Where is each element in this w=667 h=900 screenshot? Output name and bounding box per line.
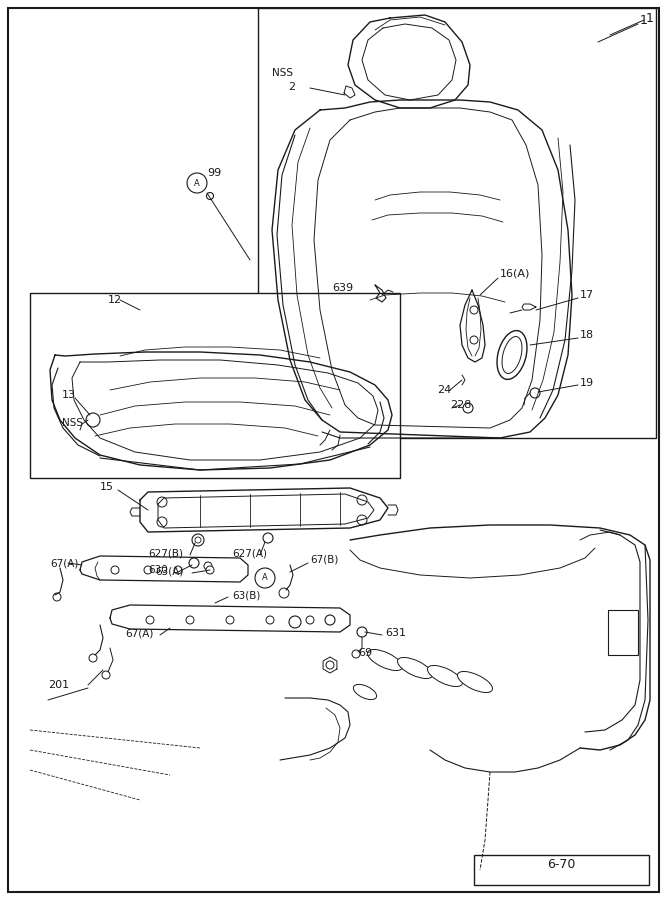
Circle shape: [189, 558, 199, 568]
Text: 1: 1: [646, 12, 654, 25]
Circle shape: [206, 566, 214, 574]
Circle shape: [86, 413, 100, 427]
Ellipse shape: [368, 650, 402, 670]
Circle shape: [357, 515, 367, 525]
Circle shape: [186, 616, 194, 624]
Circle shape: [192, 534, 204, 546]
Ellipse shape: [398, 658, 432, 679]
Text: 17: 17: [580, 290, 594, 300]
Circle shape: [89, 654, 97, 662]
Circle shape: [144, 566, 152, 574]
Text: 15: 15: [100, 482, 114, 492]
Ellipse shape: [428, 665, 462, 687]
Ellipse shape: [458, 671, 492, 692]
Circle shape: [326, 661, 334, 669]
Circle shape: [530, 388, 540, 398]
Text: 67(A): 67(A): [50, 558, 79, 568]
Text: 13: 13: [62, 390, 76, 400]
Ellipse shape: [502, 337, 522, 374]
Text: 67(A): 67(A): [125, 628, 153, 638]
Ellipse shape: [354, 684, 377, 699]
Text: 6-70: 6-70: [547, 858, 575, 871]
Text: 63(B): 63(B): [232, 590, 260, 600]
Text: 627(A): 627(A): [232, 548, 267, 558]
Text: 630: 630: [148, 565, 167, 575]
Circle shape: [279, 588, 289, 598]
Circle shape: [53, 593, 61, 601]
Circle shape: [111, 566, 119, 574]
Circle shape: [263, 533, 273, 543]
Circle shape: [102, 671, 110, 679]
Text: 639: 639: [332, 283, 353, 293]
Circle shape: [470, 306, 478, 314]
Circle shape: [306, 616, 314, 624]
Ellipse shape: [497, 330, 527, 380]
Text: 2: 2: [288, 82, 295, 92]
Text: 63(A): 63(A): [155, 567, 183, 577]
Text: A: A: [262, 573, 268, 582]
Circle shape: [174, 566, 182, 574]
Circle shape: [187, 173, 207, 193]
Text: 201: 201: [48, 680, 69, 690]
Text: 19: 19: [580, 378, 594, 388]
Circle shape: [146, 616, 154, 624]
Text: 24: 24: [437, 385, 452, 395]
Circle shape: [357, 495, 367, 505]
Circle shape: [352, 650, 360, 658]
Text: NSS: NSS: [272, 68, 293, 78]
Bar: [30, 293, 400, 478]
Bar: [258, 8, 656, 438]
Circle shape: [266, 616, 274, 624]
Text: 12: 12: [108, 295, 122, 305]
Text: 631: 631: [385, 628, 406, 638]
Bar: [608, 610, 638, 655]
Text: 67(B): 67(B): [310, 555, 338, 565]
Circle shape: [195, 537, 201, 543]
Circle shape: [207, 193, 213, 200]
Text: 228: 228: [450, 400, 472, 410]
Circle shape: [226, 616, 234, 624]
Text: 627(B): 627(B): [148, 548, 183, 558]
Text: 1: 1: [640, 14, 648, 27]
Text: 69: 69: [358, 648, 372, 658]
Text: 99: 99: [207, 168, 221, 178]
Text: A: A: [194, 178, 200, 187]
Circle shape: [289, 616, 301, 628]
Circle shape: [470, 336, 478, 344]
Circle shape: [255, 568, 275, 588]
Text: 16(A): 16(A): [500, 268, 530, 278]
Circle shape: [463, 403, 473, 413]
Circle shape: [204, 562, 212, 570]
Circle shape: [157, 497, 167, 507]
Text: 18: 18: [580, 330, 594, 340]
Circle shape: [325, 615, 335, 625]
Circle shape: [357, 627, 367, 637]
Text: NSS: NSS: [62, 418, 83, 428]
Circle shape: [157, 517, 167, 527]
Bar: [474, 855, 649, 885]
